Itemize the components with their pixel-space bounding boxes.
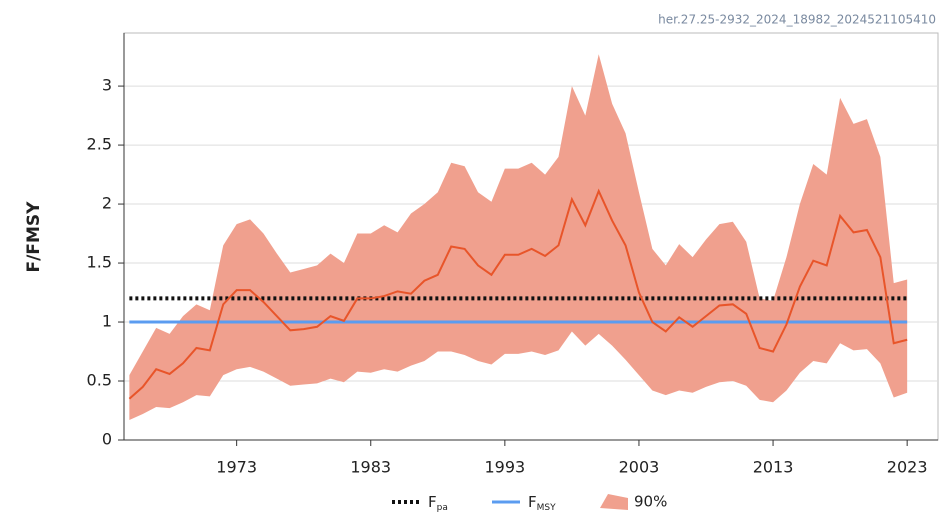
x-tick-label: 1983 (350, 458, 391, 477)
y-tick-label: 1.5 (87, 253, 112, 272)
legend-name: F (428, 493, 437, 511)
y-axis-label: F/FMSY (24, 201, 44, 273)
legend-label: 90% (634, 493, 667, 511)
legend-name: F (528, 493, 537, 511)
confidence-band (129, 54, 908, 420)
x-tick-label: 2023 (887, 458, 928, 477)
y-tick-label: 0 (102, 430, 112, 449)
legend-subscript: MSY (537, 503, 556, 513)
series-line (128, 188, 908, 400)
x-tick-label: 2003 (619, 458, 660, 477)
y-tick-label: 1 (102, 312, 112, 331)
x-tick-label: 1973 (216, 458, 257, 477)
legend-label: Fpa (428, 493, 448, 513)
y-tick-label: 0.5 (87, 371, 112, 390)
x-tick-label: 2013 (753, 458, 794, 477)
y-tick-label: 2 (102, 194, 112, 213)
legend-label: FMSY (528, 493, 556, 513)
legend-swatch (600, 494, 628, 510)
x-tick-label: 1993 (484, 458, 525, 477)
legend-subscript: pa (437, 503, 448, 513)
annotation: her.27.25-2932_2024_18982_2024521105410 (658, 13, 936, 27)
y-tick-label: 3 (102, 76, 112, 95)
y-tick-label: 2.5 (87, 135, 112, 154)
